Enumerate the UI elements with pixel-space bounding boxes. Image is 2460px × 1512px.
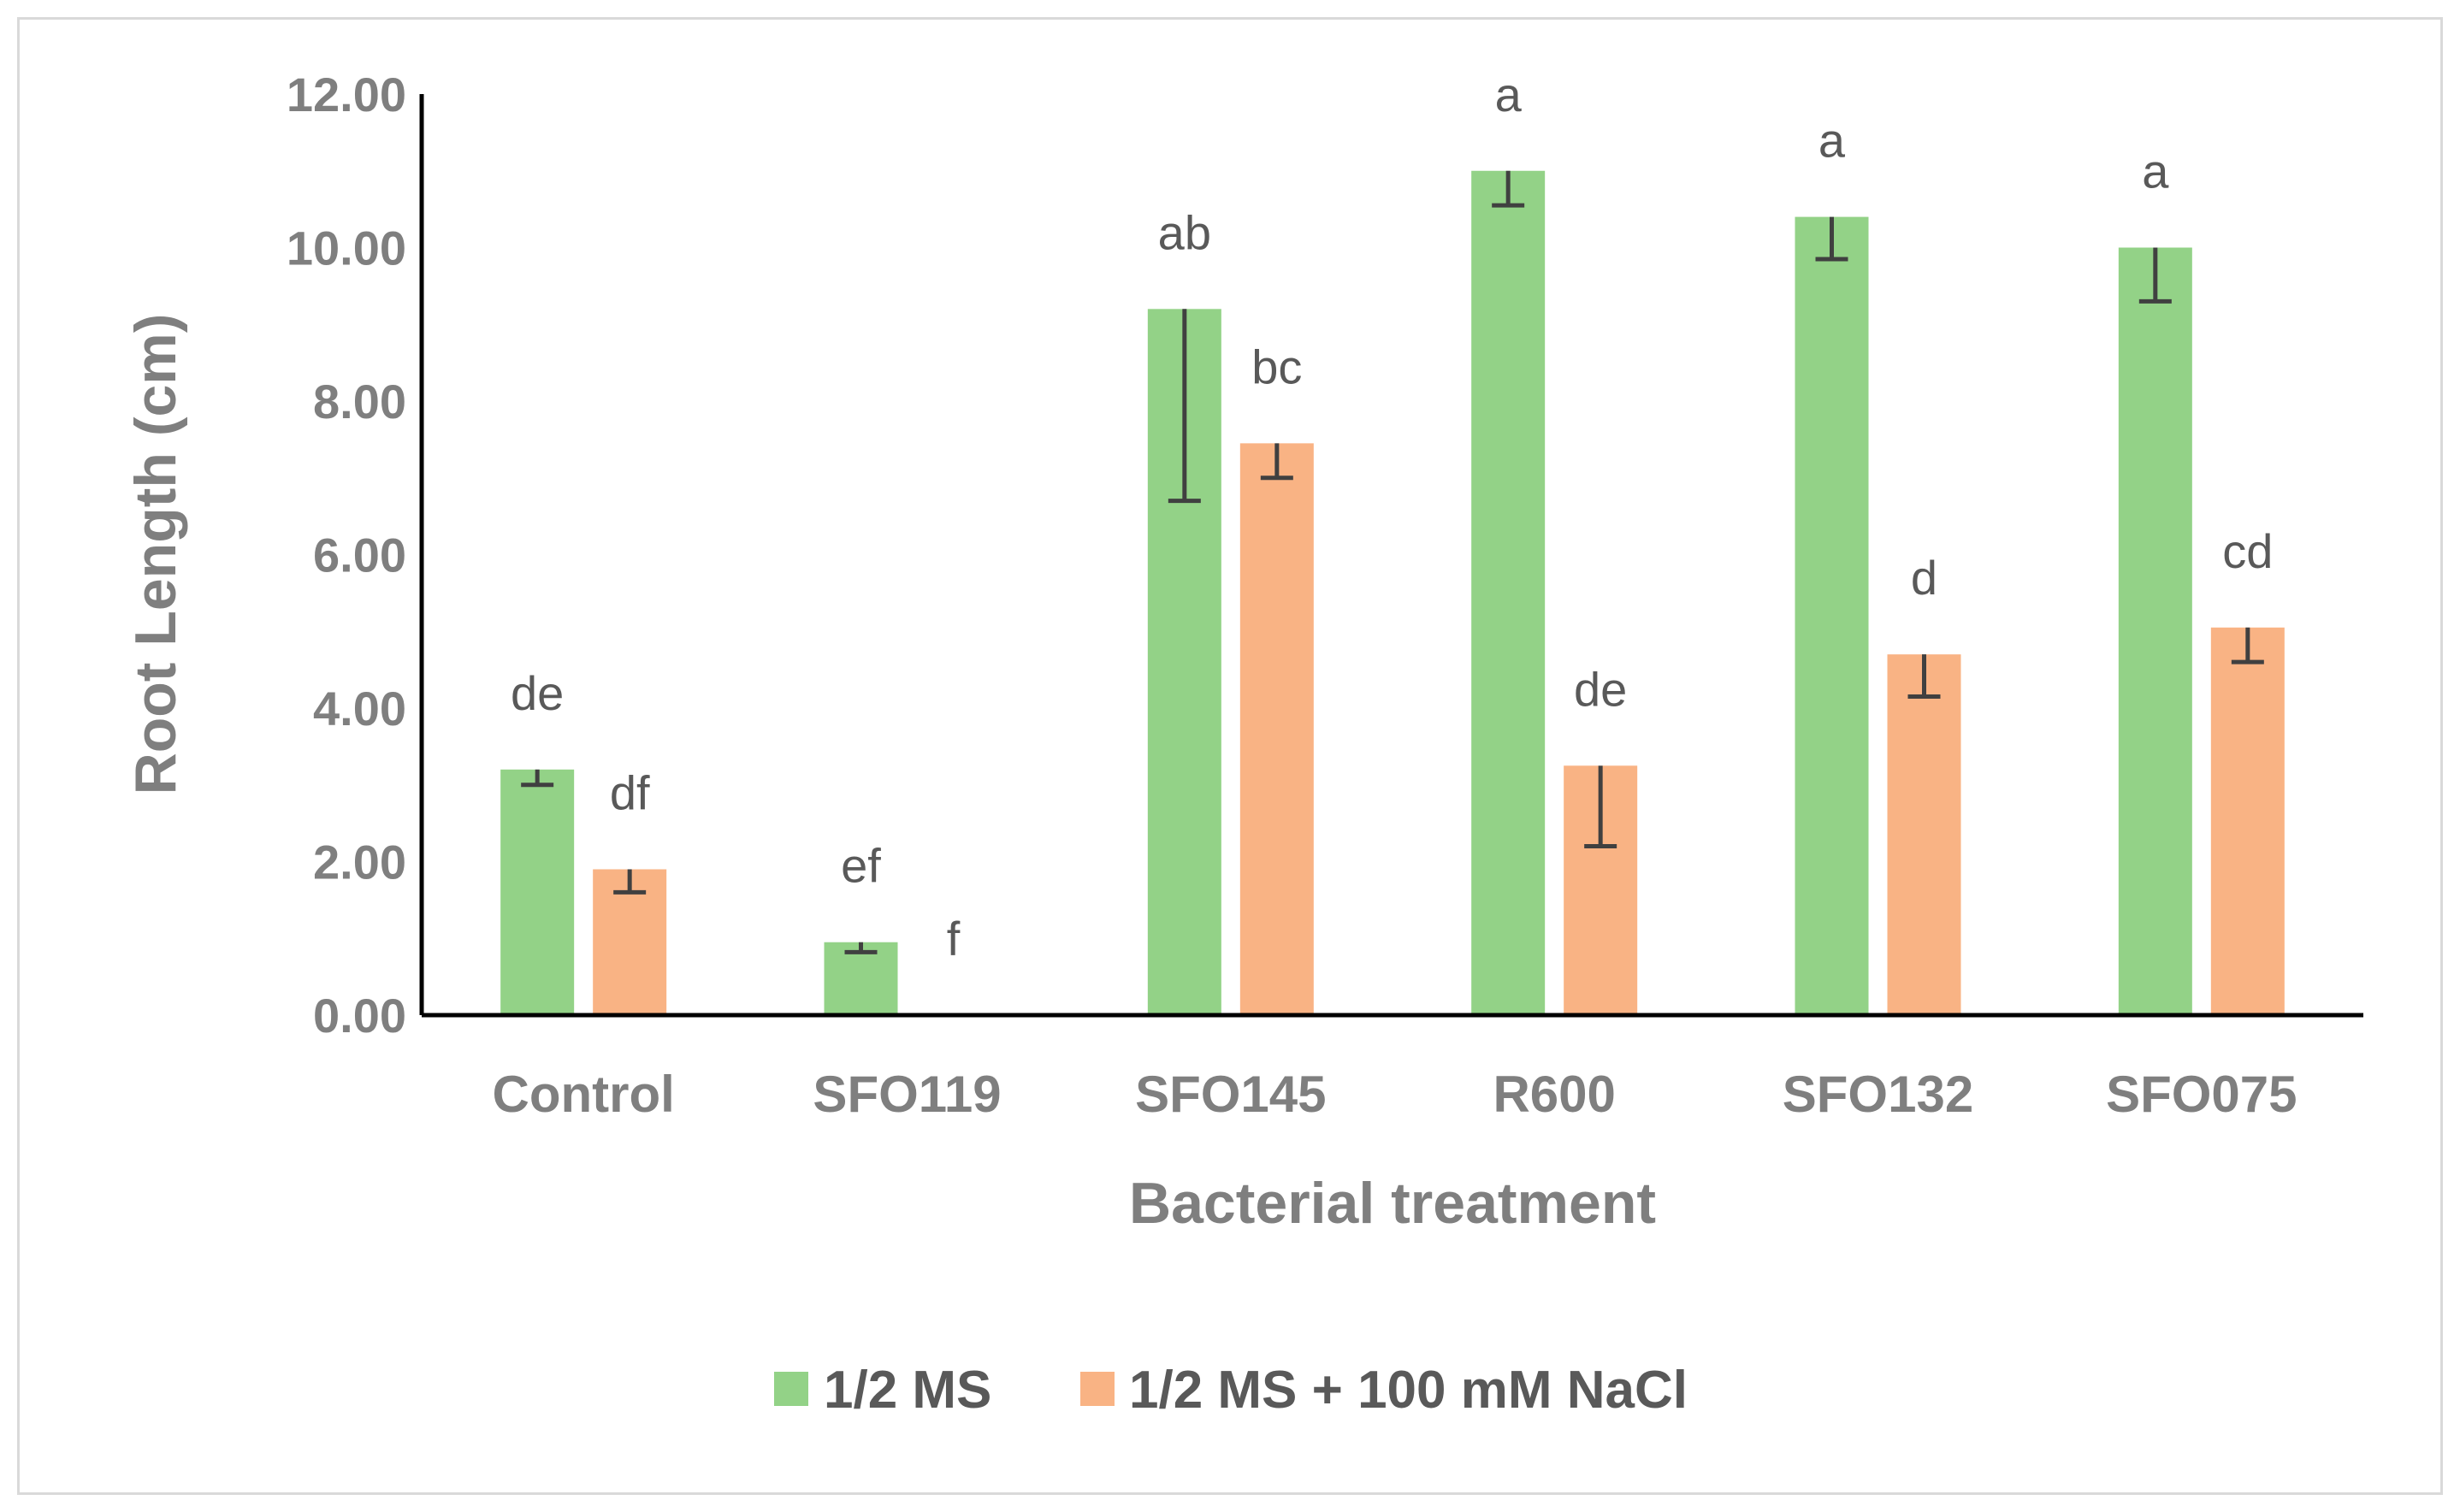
error-bar	[1168, 309, 1201, 504]
significance-label: bc	[1251, 340, 1302, 393]
error-bar	[1260, 443, 1293, 481]
bar	[824, 942, 898, 1015]
x-tick-label: Control	[493, 1066, 675, 1123]
error-bar	[1492, 170, 1525, 208]
legend-label: 1/2 MS + 100 mM NaCl	[1129, 1361, 1688, 1420]
bar	[1795, 216, 1869, 1016]
significance-label: de	[511, 666, 564, 720]
y-tick-label: 0.00	[313, 989, 406, 1042]
significance-label: a	[1495, 68, 1523, 121]
category-labels: Control SFO119 SFO145 R600 SFO132 SFO075	[493, 1066, 2297, 1123]
error-bar	[1584, 765, 1617, 849]
significance-label: df	[610, 765, 650, 819]
error-bar	[1907, 654, 1941, 700]
bar	[2210, 627, 2285, 1015]
significance-label: ab	[1158, 205, 1211, 259]
error-bar	[613, 869, 647, 895]
y-tick-label: 4.00	[313, 682, 406, 735]
error-bar	[844, 942, 878, 954]
bar	[2118, 247, 2192, 1015]
error-bar	[521, 769, 554, 788]
y-axis-title: Root Length (cm)	[123, 314, 188, 795]
y-tick-label: 6.00	[313, 529, 406, 582]
significance-label: d	[1911, 551, 1937, 605]
legend-swatch	[1080, 1372, 1115, 1406]
x-tick-label: SFO145	[1135, 1066, 1326, 1123]
x-tick-label: SFO119	[813, 1066, 1001, 1123]
x-axis-title: Bacterial treatment	[1129, 1171, 1656, 1236]
bar	[500, 769, 575, 1015]
y-tick-label: 12.00	[287, 68, 406, 121]
significance-label: a	[1818, 114, 1846, 168]
legend-label: 1/2 MS	[824, 1361, 991, 1420]
significance-label: a	[2142, 145, 2169, 198]
bar	[1239, 443, 1314, 1015]
x-tick-label: SFO075	[2106, 1066, 2297, 1123]
y-axis-ticks: 0.00 2.00 4.00 6.00 8.00 10.00 12.00	[287, 68, 406, 1042]
significance-label: ef	[841, 839, 881, 893]
bar	[1471, 170, 1546, 1015]
x-tick-label: SFO132	[1783, 1066, 1973, 1123]
significance-label: f	[947, 912, 961, 966]
error-bar	[1815, 216, 1848, 262]
error-bar	[2231, 627, 2264, 664]
y-tick-label: 8.00	[313, 375, 406, 428]
axes	[419, 94, 2363, 1018]
significance-label: cd	[2222, 524, 2273, 578]
bar	[1887, 654, 1961, 1015]
significance-label: de	[1574, 662, 1627, 716]
legend-swatch	[774, 1372, 808, 1406]
legend: 1/2 MS 1/2 MS + 100 mM NaCl	[774, 1361, 1688, 1420]
y-tick-label: 10.00	[287, 221, 406, 275]
error-bar	[2138, 247, 2172, 304]
x-tick-label: R600	[1493, 1066, 1615, 1123]
y-tick-label: 2.00	[313, 836, 406, 889]
